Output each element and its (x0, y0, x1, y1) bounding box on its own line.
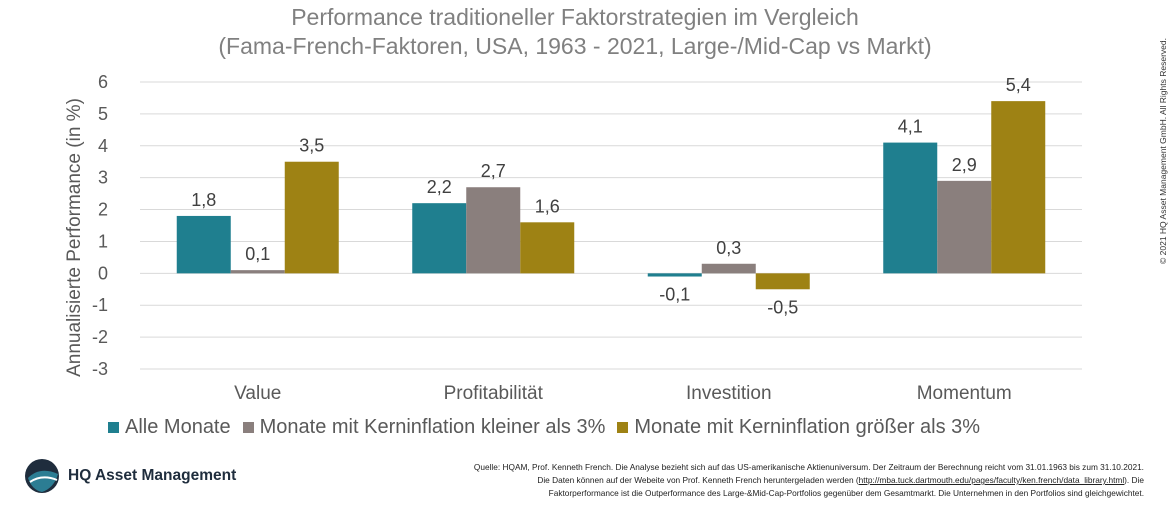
bar-3-3 (755, 273, 810, 290)
legend-item-alle-monate: Alle Monate (108, 416, 231, 439)
bar-1-1 (176, 215, 231, 274)
data-label: 2,2 (427, 177, 452, 197)
category-label: Profitabilität (444, 383, 544, 404)
chart-subtitle: (Fama-French-Faktoren, USA, 1963 - 2021,… (218, 33, 932, 59)
company-logo: HQ Asset Management (24, 458, 236, 494)
data-label: 5,4 (1006, 75, 1031, 95)
source-line: Quelle: HQAM, Prof. Kenneth French. Die … (473, 462, 1144, 472)
bar-2-1 (230, 270, 285, 274)
legend-item-kerninflation-kleiner: Monate mit Kerninflation kleiner als 3% (242, 416, 606, 439)
data-label: 4,1 (898, 117, 923, 137)
y-tick-label: 5 (98, 104, 108, 124)
legend-label: Monate mit Kerninflation größer als 3% (634, 416, 981, 438)
bar-2-3 (701, 263, 756, 274)
y-tick-label: 6 (98, 72, 108, 92)
data-label: 1,6 (535, 196, 560, 216)
data-label: 0,3 (716, 238, 741, 258)
copyright-notice: © 2021 HQ Asset Management GmbH. All Rig… (1158, 38, 1168, 264)
source-line: Die Daten können auf der Webeite von Pro… (324, 474, 1144, 487)
legend-label: Monate mit Kerninflation kleiner als 3% (259, 416, 606, 438)
y-tick-label: 2 (98, 200, 108, 220)
source-note: Quelle: HQAM, Prof. Kenneth French. Die … (324, 461, 1144, 500)
source-line: Faktorperformance ist die Outperformance… (548, 488, 1144, 498)
logo-text: HQ Asset Management (68, 467, 237, 484)
category-label: Momentum (917, 383, 1012, 404)
data-label: 0,1 (245, 244, 270, 264)
legend-swatch (617, 422, 629, 433)
bar-1-4 (883, 142, 938, 274)
bar-3-4 (991, 101, 1046, 274)
category-label: Value (234, 383, 281, 404)
y-tick-label: -1 (92, 295, 108, 315)
legend-swatch (242, 422, 254, 433)
hq-logo-icon (25, 459, 59, 493)
data-label: 2,7 (481, 161, 506, 181)
bar-chart: 6 5 4 3 2 1 0 -1 -2 -3 Annualisierte Performance (… (64, 72, 1082, 404)
y-tick-label: 4 (98, 136, 108, 156)
bar-1-2 (412, 203, 467, 274)
data-label: -0,5 (767, 297, 798, 317)
bar-2-4 (937, 180, 992, 274)
data-label: 1,8 (191, 190, 216, 210)
y-axis-label: Annualisierte Performance (in %) (64, 98, 85, 377)
legend-label: Alle Monate (125, 416, 231, 438)
chart-legend: Alle Monate Monate mit Kerninflation kle… (108, 416, 992, 439)
source-link[interactable]: http://mba.tuck.dartmouth.edu/pages/facu… (858, 475, 1125, 485)
bar-1-3 (647, 273, 702, 277)
chart-title: Performance traditioneller Faktorstrateg… (291, 4, 859, 30)
bar-3-1 (284, 161, 339, 274)
data-label: 2,9 (952, 155, 977, 175)
legend-item-kerninflation-groesser: Monate mit Kerninflation größer als 3% (617, 416, 980, 439)
y-tick-label: 1 (98, 231, 108, 251)
y-tick-label: -3 (92, 359, 108, 379)
bar-3-2 (520, 222, 575, 274)
data-label: 3,5 (299, 136, 324, 156)
data-label: -0,1 (659, 285, 690, 305)
category-label: Investition (686, 383, 772, 404)
source-text: Die Daten können auf der Webeite von Pro… (537, 475, 859, 485)
bar-2-2 (466, 187, 521, 274)
source-text: ). Die (1124, 475, 1144, 485)
y-tick-label: 3 (98, 168, 108, 188)
y-tick-label: 0 (98, 263, 108, 283)
y-tick-label: -2 (92, 327, 108, 347)
legend-swatch (108, 422, 119, 433)
chart-area: 6 5 4 3 2 1 0 -1 -2 -3 Annualisierte Performance (… (64, 72, 1082, 404)
